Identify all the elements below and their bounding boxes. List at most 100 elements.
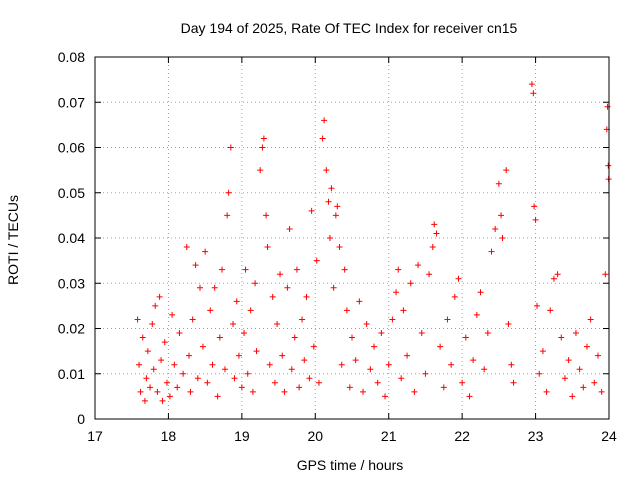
data-point-marker: [462, 334, 469, 341]
data-point-marker: [257, 167, 264, 174]
data-point-marker: [192, 262, 199, 269]
data-point-marker: [194, 375, 201, 382]
data-point-marker: [231, 375, 238, 382]
data-point-marker: [495, 180, 502, 187]
data-point-marker: [154, 388, 161, 395]
data-point-marker: [134, 316, 141, 323]
data-point-marker: [415, 262, 422, 269]
data-point-marker: [505, 320, 512, 327]
data-point-marker: [565, 357, 572, 364]
data-point-marker: [554, 271, 561, 278]
data-point-marker: [360, 388, 367, 395]
data-point-marker: [492, 225, 499, 232]
data-points: [134, 81, 612, 404]
data-point-marker: [349, 334, 355, 341]
x-axis-label: GPS time / hours: [297, 457, 404, 473]
data-point-marker: [264, 244, 271, 251]
data-point-marker: [418, 330, 425, 337]
data-point-marker: [214, 393, 221, 400]
y-tick-label: 0.07: [58, 94, 85, 110]
data-point-marker: [325, 198, 332, 205]
data-point-marker: [308, 207, 315, 214]
data-point-marker: [291, 334, 298, 341]
data-point-marker: [569, 393, 576, 400]
grid: [95, 57, 609, 419]
y-tick-label: 0.05: [58, 185, 85, 201]
data-point-marker: [202, 248, 209, 255]
data-point-marker: [224, 212, 231, 219]
data-point-marker: [530, 90, 537, 97]
data-point-marker: [197, 284, 204, 291]
data-point-marker: [323, 167, 330, 174]
data-point-marker: [576, 366, 583, 373]
data-point-marker: [221, 366, 228, 373]
data-point-marker: [561, 375, 568, 382]
data-point-marker: [230, 320, 237, 327]
data-point-marker: [313, 257, 320, 264]
data-point-marker: [481, 366, 488, 373]
y-tick-label: 0.01: [58, 366, 85, 382]
data-point-marker: [303, 293, 310, 300]
y-tick-label: 0.04: [58, 230, 85, 246]
data-point-marker: [371, 343, 378, 350]
data-point-marker: [253, 348, 260, 355]
data-point-marker: [363, 320, 370, 327]
data-point-marker: [572, 330, 579, 337]
data-point-marker: [602, 271, 609, 278]
data-point-marker: [499, 235, 506, 241]
data-point-marker: [411, 388, 418, 395]
data-point-marker: [477, 289, 484, 296]
data-point-marker: [281, 388, 288, 395]
data-point-marker: [455, 275, 462, 282]
data-point-marker: [393, 289, 400, 296]
data-point-marker: [531, 203, 538, 210]
data-point-marker: [169, 311, 176, 318]
data-point-marker: [346, 384, 353, 391]
data-point-marker: [356, 298, 363, 305]
data-point-marker: [149, 320, 156, 327]
data-point-marker: [249, 388, 256, 395]
data-point-marker: [150, 366, 157, 373]
data-point-marker: [378, 330, 385, 337]
data-point-marker: [550, 275, 557, 282]
data-point-marker: [398, 375, 405, 382]
data-point-marker: [451, 293, 458, 300]
data-point-marker: [216, 334, 223, 341]
data-point-marker: [326, 235, 333, 241]
data-point-marker: [473, 311, 480, 318]
data-point-marker: [189, 316, 196, 323]
y-axis-label: ROTI / TECUs: [5, 195, 21, 285]
data-point-marker: [225, 189, 232, 196]
x-tick-label: 23: [528, 428, 544, 444]
data-point-marker: [440, 384, 447, 391]
data-point-marker: [147, 384, 154, 391]
data-point-marker: [158, 357, 165, 364]
data-point-marker: [591, 379, 598, 386]
data-point-marker: [547, 307, 554, 314]
data-point-marker: [315, 379, 322, 386]
data-point-marker: [241, 330, 248, 337]
data-point-marker: [336, 244, 343, 251]
data-point-marker: [219, 266, 226, 273]
data-point-marker: [233, 298, 240, 305]
data-point-marker: [247, 307, 254, 314]
y-tick-label: 0.03: [58, 275, 85, 291]
data-point-marker: [605, 162, 612, 169]
data-point-marker: [543, 388, 550, 395]
data-point-marker: [488, 248, 495, 255]
data-point-marker: [429, 244, 436, 251]
data-point-marker: [437, 343, 444, 350]
data-point-marker: [143, 375, 150, 382]
data-point-marker: [395, 266, 402, 273]
data-point-marker: [238, 384, 245, 391]
data-point-marker: [171, 361, 178, 368]
data-point-marker: [534, 302, 541, 309]
data-point-marker: [385, 361, 392, 368]
data-point-marker: [448, 361, 455, 368]
data-point-marker: [176, 330, 183, 337]
data-point-marker: [389, 316, 396, 323]
data-point-marker: [242, 266, 249, 273]
data-point-marker: [269, 293, 276, 300]
data-point-marker: [508, 361, 515, 368]
data-point-marker: [263, 212, 270, 219]
